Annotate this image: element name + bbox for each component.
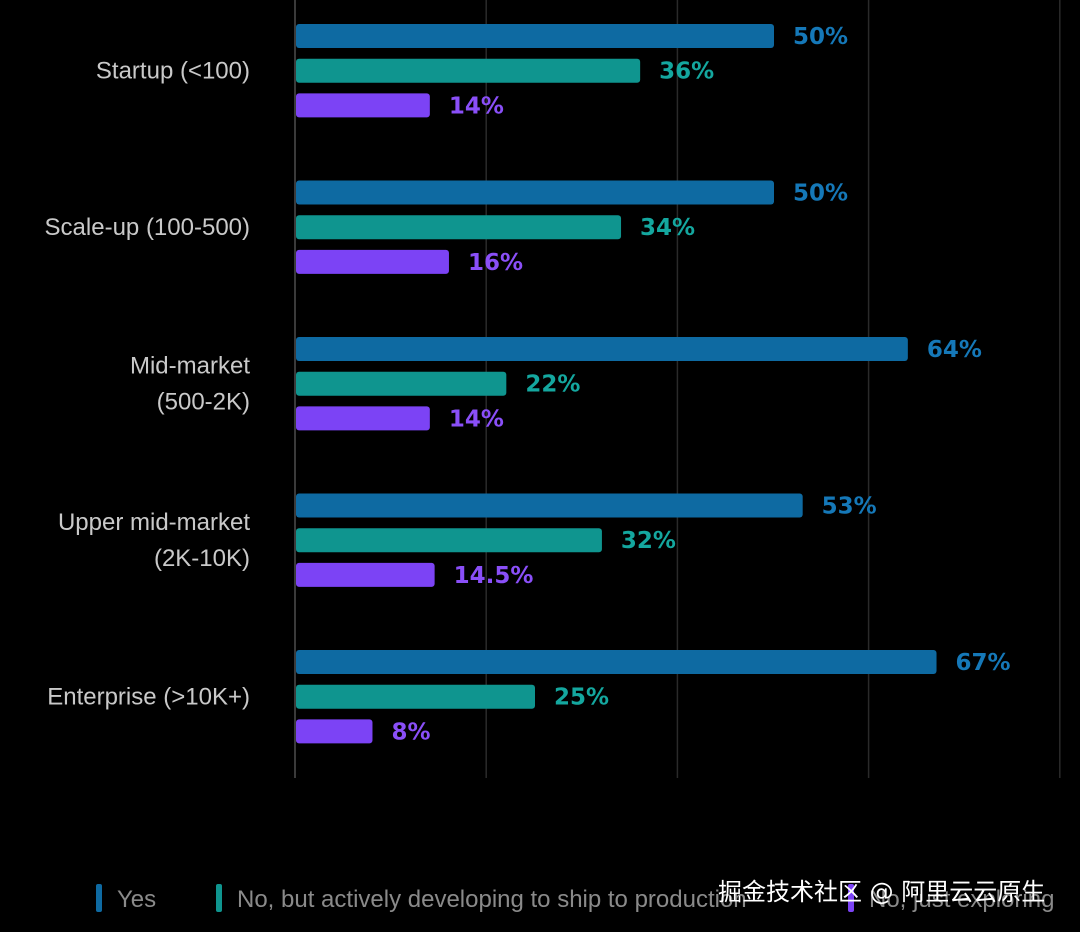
bar-developing <box>296 371 507 396</box>
bar-yes <box>296 650 937 674</box>
legend: Yes No, but actively developing to ship t… <box>96 884 1054 913</box>
bar-exploring <box>296 249 449 274</box>
category-label-line: Mid-market <box>130 353 250 380</box>
bar-exploring <box>296 93 430 118</box>
bar-exploring <box>296 719 373 744</box>
bar-exploring <box>296 406 430 431</box>
category-label-line: Startup (<100) <box>96 58 250 85</box>
legend-label: No, but actively developing to ship to p… <box>237 886 747 913</box>
legend-swatch <box>216 884 222 912</box>
grid-layer <box>294 0 1061 778</box>
bar-developing <box>296 528 602 553</box>
data-label: 25% <box>554 685 609 711</box>
category-label-line: Upper mid-market <box>58 509 250 536</box>
legend-swatch <box>848 884 854 912</box>
bar-developing <box>296 215 622 240</box>
category-label: Upper mid-market (2K-10K) <box>58 509 250 572</box>
labels-layer: Startup (<100) 50% 36% 14% Scale-up (100-500… <box>45 24 1011 745</box>
bar-developing <box>296 58 641 83</box>
bar-exploring <box>296 562 435 587</box>
data-label: 53% <box>822 494 877 520</box>
bar-yes <box>296 180 774 205</box>
bar-developing <box>296 684 535 709</box>
category-label-line: Enterprise (>10K+) <box>47 684 250 711</box>
data-label: 36% <box>659 59 714 85</box>
category-label-line: (2K-10K) <box>154 545 250 572</box>
data-label: 32% <box>621 528 676 554</box>
category-label: Enterprise (>10K+) <box>47 684 250 711</box>
category-label-line: (500-2K) <box>157 389 250 416</box>
watermark-text: 掘金技术社区 @ 阿里云云原生 <box>718 878 1045 906</box>
data-label: 8% <box>391 719 430 745</box>
data-label: 50% <box>793 181 848 207</box>
data-label: 50% <box>793 24 848 50</box>
legend-label: Yes <box>117 886 156 913</box>
bar-yes <box>296 24 774 48</box>
data-label: 34% <box>640 215 695 241</box>
bars-layer <box>296 24 937 744</box>
data-label: 14% <box>449 406 504 432</box>
category-label: Mid-market (500-2K) <box>130 353 250 416</box>
data-label: 14.5% <box>454 563 534 589</box>
category-label-line: Scale-up (100-500) <box>45 214 250 241</box>
data-label: 14% <box>449 93 504 119</box>
data-label: 67% <box>956 650 1011 676</box>
data-label: 16% <box>468 250 523 276</box>
data-label: 22% <box>525 372 580 398</box>
legend-swatch <box>96 884 102 912</box>
category-label: Startup (<100) <box>96 58 250 85</box>
category-label: Scale-up (100-500) <box>45 214 250 241</box>
bar-yes <box>296 493 803 518</box>
data-label: 64% <box>927 337 982 363</box>
legend-label: No, just exploring <box>869 886 1054 913</box>
bar-yes <box>296 337 908 361</box>
